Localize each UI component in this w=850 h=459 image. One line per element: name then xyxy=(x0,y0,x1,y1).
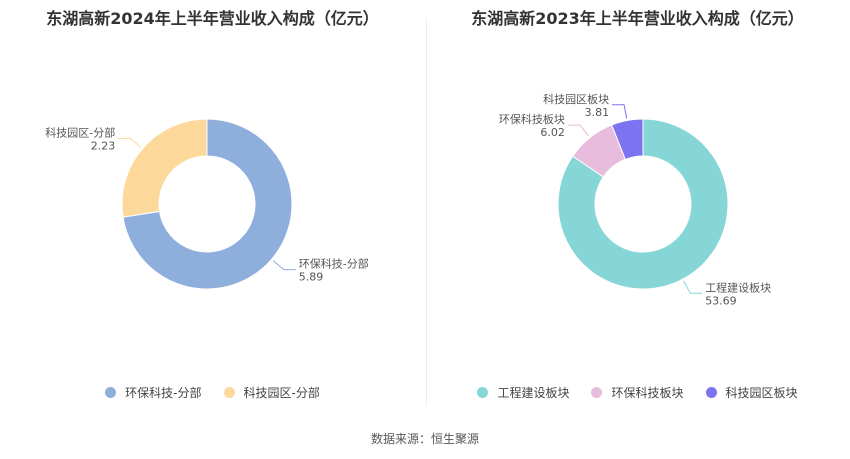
chart-title: 东湖高新2024年上半年营业收入构成（亿元） xyxy=(46,9,379,28)
legend-label: 环保科技板块 xyxy=(611,386,684,400)
legend-item-1[interactable]: 环保科技-分部 xyxy=(105,384,202,401)
slice-value-2: 2.23 xyxy=(91,139,116,152)
panel-divider xyxy=(426,18,427,406)
chart-panel-2023: 东湖高新2023年上半年营业收入构成（亿元） 工程建设板块 53.69 环保科技板块… xyxy=(425,0,850,410)
chart-legend: 工程建设板块 环保科技板块 科技园区板块 xyxy=(425,384,850,401)
donut-slice-3 xyxy=(611,118,644,161)
chart-title: 东湖高新2023年上半年营业收入构成（亿元） xyxy=(471,9,804,28)
legend-item-1[interactable]: 工程建设板块 xyxy=(477,384,569,401)
donut-slice-1 xyxy=(122,118,293,290)
legend-dot-icon xyxy=(105,387,117,398)
leader-line-3 xyxy=(612,104,628,119)
legend-dot-icon xyxy=(477,387,489,398)
data-source-note: 数据来源：恒生聚源 xyxy=(370,432,479,446)
slice-label-2: 科技园区-分部 xyxy=(45,125,115,139)
slice-label-2: 环保科技板块 xyxy=(499,112,565,126)
slice-value-1: 5.89 xyxy=(299,271,324,284)
legend-label: 环保科技-分部 xyxy=(125,386,202,400)
slice-value-1: 53.69 xyxy=(705,294,737,307)
slice-label-3: 科技园区板块 xyxy=(543,92,609,106)
legend-label: 工程建设板块 xyxy=(497,386,570,400)
leader-line-2 xyxy=(118,137,142,148)
slice-label-1: 环保科技-分部 xyxy=(299,257,369,271)
slice-value-2: 6.02 xyxy=(540,126,565,139)
slice-value-3: 3.81 xyxy=(585,106,610,119)
donut-chart-2024: 环保科技-分部5.89 科技园区-分部2.23 xyxy=(45,118,369,290)
leader-line-1 xyxy=(683,280,703,294)
leader-line-2 xyxy=(567,124,590,137)
legend-item-2[interactable]: 环保科技板块 xyxy=(591,384,684,401)
donut-slice-2 xyxy=(121,118,208,218)
chart-legend: 环保科技-分部 科技园区-分部 xyxy=(0,384,425,401)
leader-line-1 xyxy=(272,260,296,271)
legend-dot-icon xyxy=(705,387,717,398)
chart-panel-2024: 东湖高新2024年上半年营业收入构成（亿元） 环保科技-分部 5.89 科技园区-分… xyxy=(0,0,425,410)
legend-dot-icon xyxy=(591,387,603,398)
slice-label-1: 工程建设板块 xyxy=(705,280,771,294)
legend-item-3[interactable]: 科技园区板块 xyxy=(705,384,798,401)
donut-slice-1 xyxy=(557,118,729,290)
legend-item-2[interactable]: 科技园区-分部 xyxy=(223,384,320,401)
legend-label: 科技园区板块 xyxy=(725,386,798,400)
legend-label: 科技园区-分部 xyxy=(243,386,320,400)
legend-dot-icon xyxy=(223,387,235,398)
